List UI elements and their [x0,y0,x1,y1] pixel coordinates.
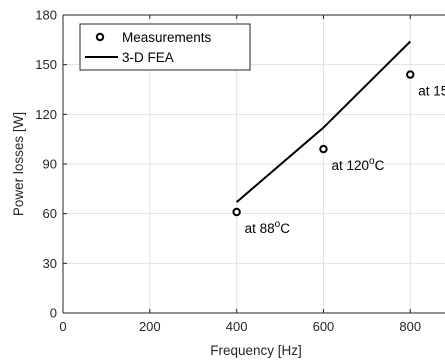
fea-line [235,40,411,203]
y-tick-label: 30 [43,256,57,271]
y-tick-label: 120 [35,107,57,122]
measurement-point [232,207,241,217]
legend-label-measurements: Measurements [122,30,212,45]
axes [62,14,445,314]
measurement-point [319,144,328,154]
y-tick-label: 150 [35,57,57,72]
legend-box [79,23,251,71]
x-tick-label: 800 [399,319,421,334]
legend-label-fea: 3-D FEA [122,50,174,65]
legend-marker-measurements [95,32,105,42]
legend: Measurements 3-D FEA [79,23,251,71]
x-axis-label: Frequency [Hz] [210,343,302,358]
x-tick-label: 600 [313,319,335,334]
point-annotation: at 120oC [331,156,384,173]
x-tick-label: 200 [139,319,161,334]
y-tick-label: 90 [43,157,57,172]
measurement-point [406,70,415,79]
annotations: at 88oC at 120oC at 152oC [245,82,445,236]
y-tick-label: 0 [50,306,57,321]
fea-series [235,40,411,203]
x-tick-label: 400 [226,319,248,334]
tick-labels: 0 200 400 600 800 0 30 60 90 120 150 180 [35,8,421,335]
point-annotation: at 88oC [245,219,291,236]
y-tick-label: 60 [43,206,57,221]
y-tick-label: 180 [35,8,57,23]
x-tick-label: 0 [59,319,66,334]
point-annotation: at 152oC [418,82,445,99]
measurement-series [232,70,415,217]
y-axis-label: Power losses [W] [11,112,26,216]
